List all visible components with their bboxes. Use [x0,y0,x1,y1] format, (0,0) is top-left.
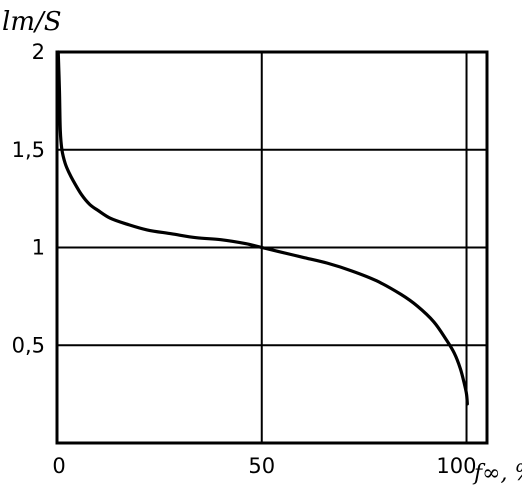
series-line [56,50,469,406]
y-tick-label: 1,5 [12,138,45,162]
y-tick-label: 0,5 [12,333,45,357]
plot-frame [55,50,489,445]
x-axis-title: f∞, % [472,461,522,486]
y-tick-label: 1 [32,236,45,260]
x-tick-label: 0 [52,454,65,478]
y-tick-label: 2 [32,40,45,64]
x-tick-labels: 0 50 100 [52,454,476,478]
y-axis-title: lт/S [2,7,62,37]
grid-lines [57,52,487,443]
x-tick-label: 100 [436,454,476,478]
y-tick-labels: 2 1,5 1 0,5 [12,40,45,357]
x-tick-label: 50 [248,454,275,478]
